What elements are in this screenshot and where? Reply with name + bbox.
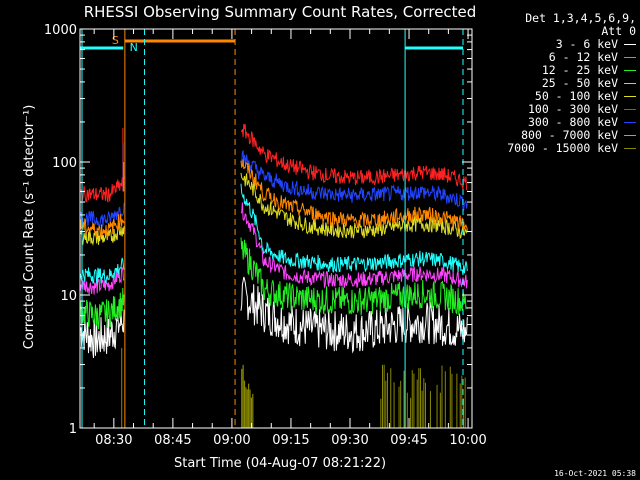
plot-frame — [79, 28, 473, 429]
series-3-6-kev-pre — [79, 306, 125, 358]
night-label: N — [130, 41, 138, 54]
series-12-25-kev-post — [240, 237, 468, 316]
series-800-7000-kev-post — [240, 159, 468, 231]
legend-swatch — [624, 148, 636, 149]
x-tick-label: 09:00 — [213, 433, 250, 448]
legend-header-attenuator: Att 0 — [601, 24, 636, 38]
x-tick-label: 08:30 — [95, 433, 132, 448]
x-tick-label: 09:15 — [272, 433, 309, 448]
legend-item: 7000 - 15000 keV — [470, 142, 636, 155]
legend-item-label: 7000 - 15000 keV — [507, 141, 618, 155]
legend-item: 300 - 800 keV — [470, 116, 636, 129]
x-axis-label: Start Time (04-Aug-07 08:21:22) — [174, 456, 386, 471]
legend-header-detectors: Det 1,3,4,5,6,9, — [525, 11, 636, 25]
legend-item-label: 6 - 12 keV — [548, 50, 618, 64]
legend-item-label: 300 - 800 keV — [527, 115, 618, 129]
y-tick-label: 10 — [60, 289, 77, 304]
series-6-12-kev-post — [240, 202, 468, 290]
legend-swatch — [624, 44, 636, 45]
legend-item: 25 - 50 keV — [470, 77, 636, 90]
legend-swatch — [624, 109, 636, 110]
chart-title: RHESSI Observing Summary Count Rates, Co… — [84, 3, 477, 21]
series-100-300-kev-post — [240, 123, 468, 191]
x-tick-label: 09:45 — [390, 433, 427, 448]
legend-swatch — [624, 83, 636, 84]
legend-item: 100 - 300 keV — [470, 103, 636, 116]
y-tick-label: 1000 — [44, 23, 77, 38]
legend-item: 12 - 25 keV — [470, 64, 636, 77]
legend-item-label: 12 - 25 keV — [541, 63, 618, 77]
x-tick-label: 09:30 — [331, 433, 368, 448]
legend-item-label: 25 - 50 keV — [541, 76, 618, 90]
legend-swatch — [624, 57, 636, 58]
x-tick-label: 10:00 — [449, 433, 486, 448]
timestamp: 16-Oct-2021 05:38 — [554, 469, 636, 478]
legend-item-label: 800 - 7000 keV — [521, 128, 618, 142]
series-6-12-kev-pre — [79, 267, 125, 295]
saa-label: S — [112, 34, 119, 47]
legend-item-label: 50 - 100 keV — [534, 89, 618, 103]
legend: Det 1,3,4,5,6,9, Att 0 3 - 6 keV 6 - 12 k… — [470, 12, 636, 155]
legend-swatch — [624, 135, 636, 136]
legend-swatch — [624, 96, 636, 97]
legend-swatch — [624, 70, 636, 71]
series-12-25-kev-pre — [79, 287, 125, 330]
series-25-50-kev-post — [240, 183, 468, 276]
series-300-800-kev-post — [240, 149, 468, 211]
series-25-50-kev-pre — [79, 257, 125, 286]
legend-swatch — [624, 122, 636, 123]
y-tick-label: 1 — [69, 422, 77, 437]
legend-item: 800 - 7000 keV — [470, 129, 636, 142]
series-100-300-kev-pre — [80, 175, 125, 203]
series-50-100-kev-post — [240, 172, 468, 240]
series-800-7000-kev-pre — [79, 214, 125, 239]
y-axis-label: Corrected Count Rate (s⁻¹ detector⁻¹) — [22, 105, 37, 350]
series-7000-15000-kev-post — [241, 364, 466, 428]
x-tick-label: 08:45 — [154, 433, 191, 448]
legend-item-label: 100 - 300 keV — [527, 102, 618, 116]
legend-item-label: 3 - 6 keV — [555, 37, 618, 51]
legend-item: 50 - 100 keV — [470, 90, 636, 103]
y-tick-label: 100 — [52, 156, 77, 171]
legend-item: 6 - 12 keV — [470, 51, 636, 64]
series-300-800-kev-pre — [79, 202, 125, 228]
series-3-6-kev-post — [240, 276, 468, 354]
legend-item: 3 - 6 keV — [470, 38, 636, 51]
